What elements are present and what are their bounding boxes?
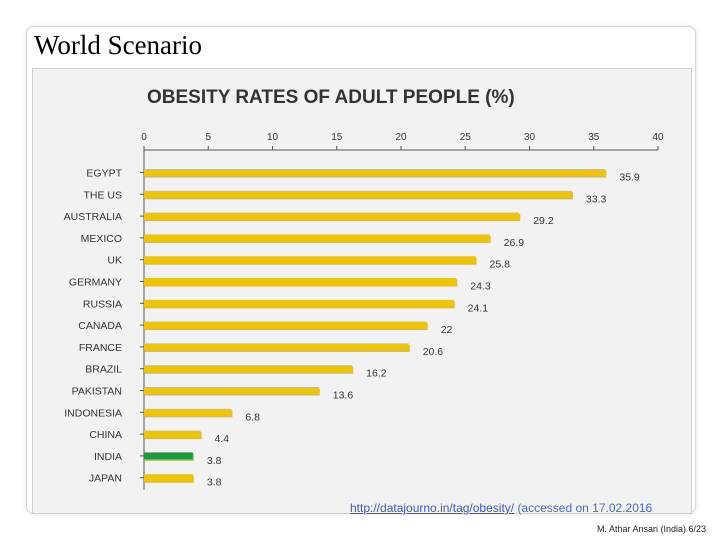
bar-the-us (144, 190, 572, 198)
bar-france (144, 343, 409, 351)
source-citation: http://datajourno.in/tag/obesity/ (acces… (350, 501, 652, 515)
bar-russia (144, 299, 454, 307)
category-label-germany: GERMANY (69, 277, 122, 289)
x-tick-label: 10 (267, 132, 279, 143)
data-label-china: 4.4 (215, 433, 230, 445)
slide-title: World Scenario (34, 30, 203, 60)
data-label-russia: 24.1 (468, 302, 489, 314)
data-label-brazil: 16.2 (366, 368, 387, 380)
data-label-india: 3.8 (207, 455, 222, 467)
x-tick-label: 0 (141, 132, 147, 143)
category-label-indonesia: INDONESIA (64, 407, 122, 419)
source-link[interactable]: http://datajourno.in/tag/obesity/ (350, 501, 515, 515)
category-label-brazil: BRAZIL (85, 364, 122, 376)
x-tick-label: 40 (652, 132, 664, 143)
bar-india (144, 452, 193, 460)
footer-credit: M. Athar Ansari (India) 6/23 (596, 524, 706, 534)
category-label-uk: UK (107, 255, 122, 267)
data-label-japan: 3.8 (207, 477, 222, 489)
chart-panel: OBESITY RATES OF ADULT PEOPLE (%) 0 5 10 15 2… (32, 68, 692, 514)
bar-egypt (144, 169, 606, 176)
category-label-japan: JAPAN (89, 473, 122, 485)
bar-china (144, 430, 201, 438)
bar-indonesia (144, 408, 232, 416)
x-tick-label: 20 (395, 132, 407, 143)
bar-japan (144, 474, 193, 482)
data-label-australia: 29.2 (533, 215, 554, 227)
data-label-egypt: 35.9 (619, 172, 640, 184)
x-tick-label: 30 (524, 132, 536, 143)
access-note: (accessed on 17.02.2016 (514, 501, 653, 515)
bar-canada (144, 321, 427, 329)
data-label-indonesia: 6.8 (245, 411, 260, 423)
x-tick-label: 35 (588, 132, 600, 143)
category-label-mexico: MEXICO (81, 233, 122, 245)
bar-uk (144, 256, 476, 264)
category-label-australia: AUSTRALIA (64, 211, 122, 223)
bar-brazil (144, 365, 353, 373)
x-tick-label: 25 (460, 132, 472, 143)
data-label-mexico: 26.9 (504, 237, 525, 249)
data-label-germany: 24.3 (470, 281, 491, 293)
bar-germany (144, 278, 457, 285)
data-label-the-us: 33.3 (586, 193, 607, 205)
obesity-bar-chart: OBESITY RATES OF ADULT PEOPLE (%) 0 5 10 15 2… (64, 87, 664, 490)
category-label-china: CHINA (89, 429, 122, 441)
x-tick-label: 5 (205, 132, 211, 143)
category-label-the-us: THE US (83, 189, 122, 201)
bar-australia (144, 212, 520, 220)
category-label-india: INDIA (94, 451, 122, 463)
category-label-russia: RUSSIA (83, 298, 122, 310)
category-label-pakistan: PAKISTAN (72, 386, 122, 398)
category-label-egypt: EGYPT (86, 168, 122, 180)
data-label-pakistan: 13.6 (333, 390, 354, 402)
category-label-france: FRANCE (79, 342, 122, 354)
category-label-canada: CANADA (78, 320, 122, 332)
chart-title: OBESITY RATES OF ADULT PEOPLE (%) (147, 87, 515, 108)
bar-pakistan (144, 387, 319, 394)
bar-mexico (144, 234, 490, 242)
data-label-france: 20.6 (423, 346, 444, 358)
x-tick-label: 15 (331, 132, 343, 143)
data-label-canada: 22 (441, 324, 453, 336)
data-label-uk: 25.8 (490, 259, 511, 271)
